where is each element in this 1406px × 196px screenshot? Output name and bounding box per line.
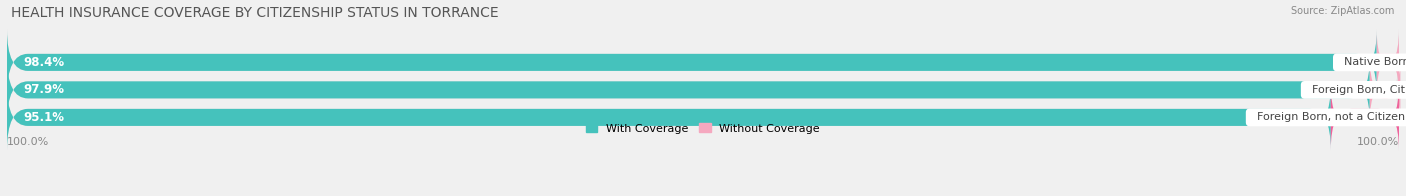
FancyBboxPatch shape bbox=[7, 85, 1399, 150]
FancyBboxPatch shape bbox=[7, 57, 1369, 123]
FancyBboxPatch shape bbox=[7, 85, 1330, 150]
Text: 95.1%: 95.1% bbox=[24, 111, 65, 124]
Text: 97.9%: 97.9% bbox=[24, 83, 65, 96]
Text: 98.4%: 98.4% bbox=[24, 56, 65, 69]
FancyBboxPatch shape bbox=[1369, 57, 1400, 123]
Text: 100.0%: 100.0% bbox=[7, 137, 49, 147]
FancyBboxPatch shape bbox=[1376, 30, 1399, 95]
Text: HEALTH INSURANCE COVERAGE BY CITIZENSHIP STATUS IN TORRANCE: HEALTH INSURANCE COVERAGE BY CITIZENSHIP… bbox=[11, 6, 499, 20]
FancyBboxPatch shape bbox=[7, 57, 1399, 123]
Legend: With Coverage, Without Coverage: With Coverage, Without Coverage bbox=[586, 123, 820, 133]
Text: Foreign Born, not a Citizen: Foreign Born, not a Citizen bbox=[1250, 112, 1406, 122]
FancyBboxPatch shape bbox=[7, 30, 1399, 95]
Text: 100.0%: 100.0% bbox=[1357, 137, 1399, 147]
Text: Native Born: Native Born bbox=[1337, 57, 1406, 67]
Text: Foreign Born, Citizen: Foreign Born, Citizen bbox=[1305, 85, 1406, 95]
FancyBboxPatch shape bbox=[1330, 85, 1399, 150]
Text: Source: ZipAtlas.com: Source: ZipAtlas.com bbox=[1291, 6, 1395, 16]
FancyBboxPatch shape bbox=[7, 30, 1376, 95]
